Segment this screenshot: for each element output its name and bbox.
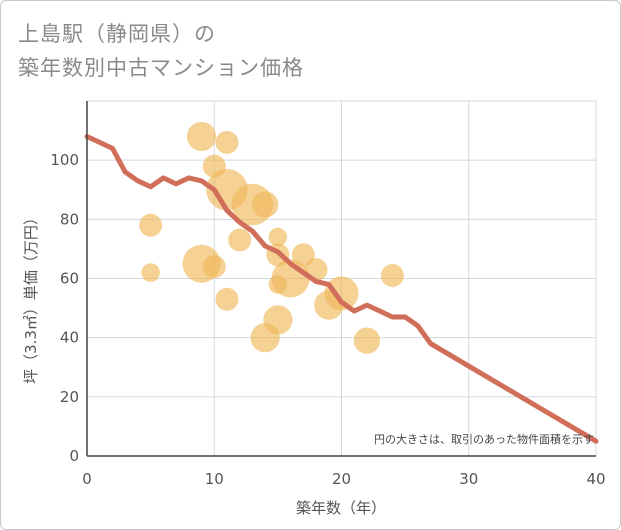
data-bubble [228,228,252,252]
data-bubble [186,121,217,152]
chart-title-line-2: 築年数別中古マンション価格 [18,56,304,80]
x-tick-label: 20 [332,470,351,488]
data-bubble [215,287,239,311]
data-bubble [263,305,293,335]
x-tick-label: 30 [459,470,478,488]
x-tick-label: 10 [205,470,224,488]
trend-layer [84,134,599,444]
y-tick-label: 80 [60,210,79,228]
bubble-size-note: 円の大きさは、取引のあった物件面積を示す [374,432,594,446]
data-bubble [324,276,359,311]
bubble-layer [139,121,404,354]
data-bubble [268,227,288,247]
y-tick-label: 60 [60,270,79,288]
data-bubble [139,213,163,237]
data-bubble [353,327,381,354]
data-bubble [141,263,160,282]
y-tick-label: 100 [50,151,79,169]
x-tick-label: 40 [586,470,605,488]
data-bubble [251,191,279,218]
trend-line [84,134,599,444]
data-bubble [380,264,404,288]
data-bubble [202,255,226,279]
x-tick-label: 0 [82,470,92,488]
y-tick-label: 20 [60,388,79,406]
tick-layer: 0 10 20 30 40 0 20 40 60 80 100 [50,101,606,488]
x-axis-title: 築年数（年） [296,499,386,517]
chart-title-line-1: 上島駅（静岡県）の [18,22,216,46]
y-axis-title: 坪（3.3㎡）単価（万円） [22,210,40,384]
y-tick-label: 0 [69,447,79,465]
data-bubble [215,130,239,154]
y-tick-label: 40 [60,329,79,347]
